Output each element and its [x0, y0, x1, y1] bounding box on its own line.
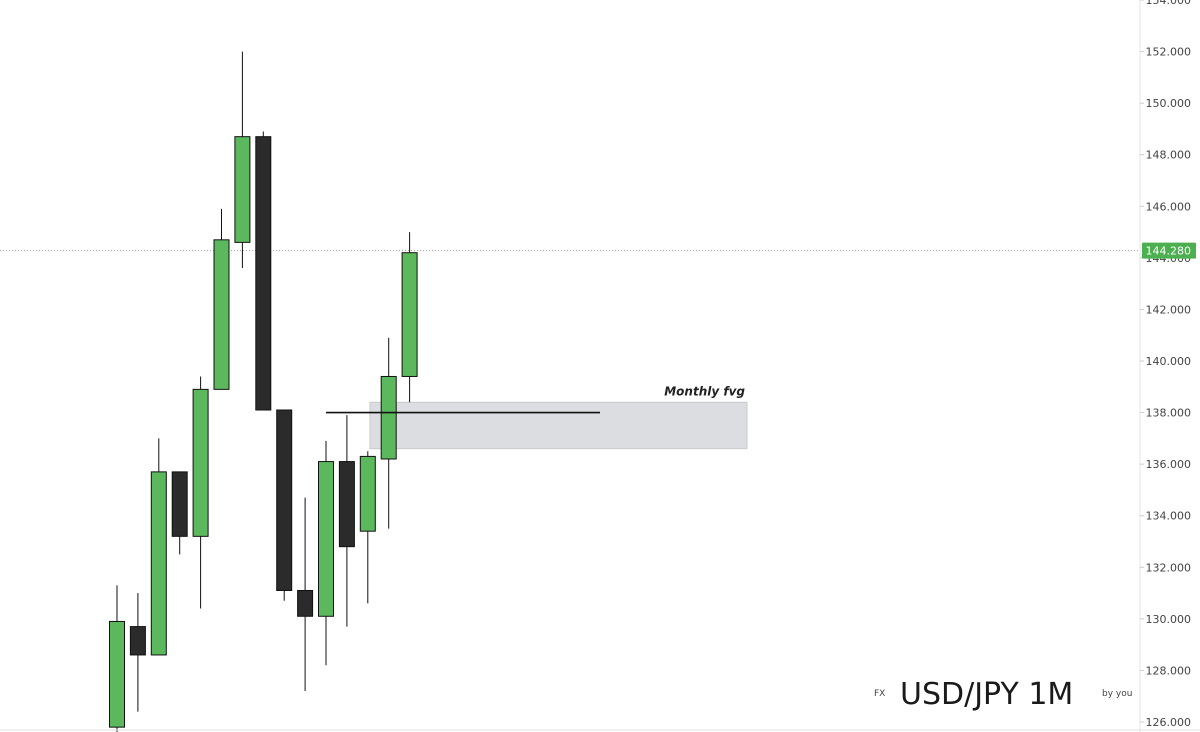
- y-tick-label: 134.000: [1146, 510, 1192, 523]
- candle-body: [213, 239, 230, 390]
- candle: [234, 51, 251, 269]
- watermark-title: USD/JPY 1M: [900, 677, 1073, 712]
- y-tick-label: 140.000: [1146, 355, 1192, 368]
- candle: [192, 376, 209, 609]
- candle-body: [297, 589, 314, 617]
- y-tick-label: 152.000: [1146, 46, 1192, 59]
- y-tick-label: 132.000: [1146, 561, 1192, 574]
- candle-body: [380, 375, 397, 460]
- watermark-prefix: FX: [874, 689, 885, 699]
- candle-body: [129, 626, 146, 656]
- candle: [318, 440, 334, 666]
- candle: [380, 337, 397, 529]
- watermark: FX USD/JPY 1M by you: [874, 677, 1132, 712]
- y-tick-label: 130.000: [1146, 613, 1192, 626]
- y-tick-label: 154.000: [1146, 0, 1192, 7]
- last-price-tag-text: 144.280: [1146, 245, 1192, 258]
- candle-body: [234, 136, 251, 243]
- candle: [276, 409, 293, 601]
- candle-body: [276, 409, 293, 591]
- candles-layer: [109, 51, 418, 732]
- candle: [129, 593, 146, 712]
- candle-body: [359, 455, 376, 532]
- watermark-suffix: by you: [1102, 689, 1132, 699]
- y-tick-label: 136.000: [1146, 458, 1192, 471]
- candle: [150, 438, 167, 656]
- candle: [338, 415, 355, 627]
- candle: [171, 471, 188, 555]
- candle-body: [150, 471, 167, 656]
- candle: [401, 232, 418, 403]
- candle-body: [255, 136, 272, 411]
- candle-body: [192, 388, 209, 537]
- y-tick-label: 126.000: [1146, 716, 1192, 729]
- candle: [109, 585, 125, 732]
- y-tick-label: 148.000: [1146, 149, 1192, 162]
- y-tick-label: 128.000: [1146, 664, 1192, 677]
- candle-body: [401, 252, 418, 377]
- fvg-zone-label: Monthly fvg: [664, 384, 745, 398]
- candle-body: [338, 461, 355, 548]
- candle: [359, 451, 376, 604]
- candle: [255, 131, 272, 411]
- candle: [297, 497, 314, 692]
- last-price-tag: [1142, 242, 1196, 259]
- fvg-zone-layer: [369, 401, 748, 450]
- y-tick-label: 150.000: [1146, 97, 1192, 110]
- candle-body: [318, 461, 334, 617]
- y-tick-label: 138.000: [1146, 407, 1192, 420]
- fvg-zone-rect: [369, 401, 748, 450]
- candle-body: [171, 471, 188, 537]
- y-tick-label: 142.000: [1146, 303, 1192, 316]
- candle: [213, 208, 230, 390]
- candle-body: [109, 620, 125, 728]
- y-tick-label: 146.000: [1146, 200, 1192, 213]
- last-price-tag-layer: 144.280: [1142, 242, 1196, 259]
